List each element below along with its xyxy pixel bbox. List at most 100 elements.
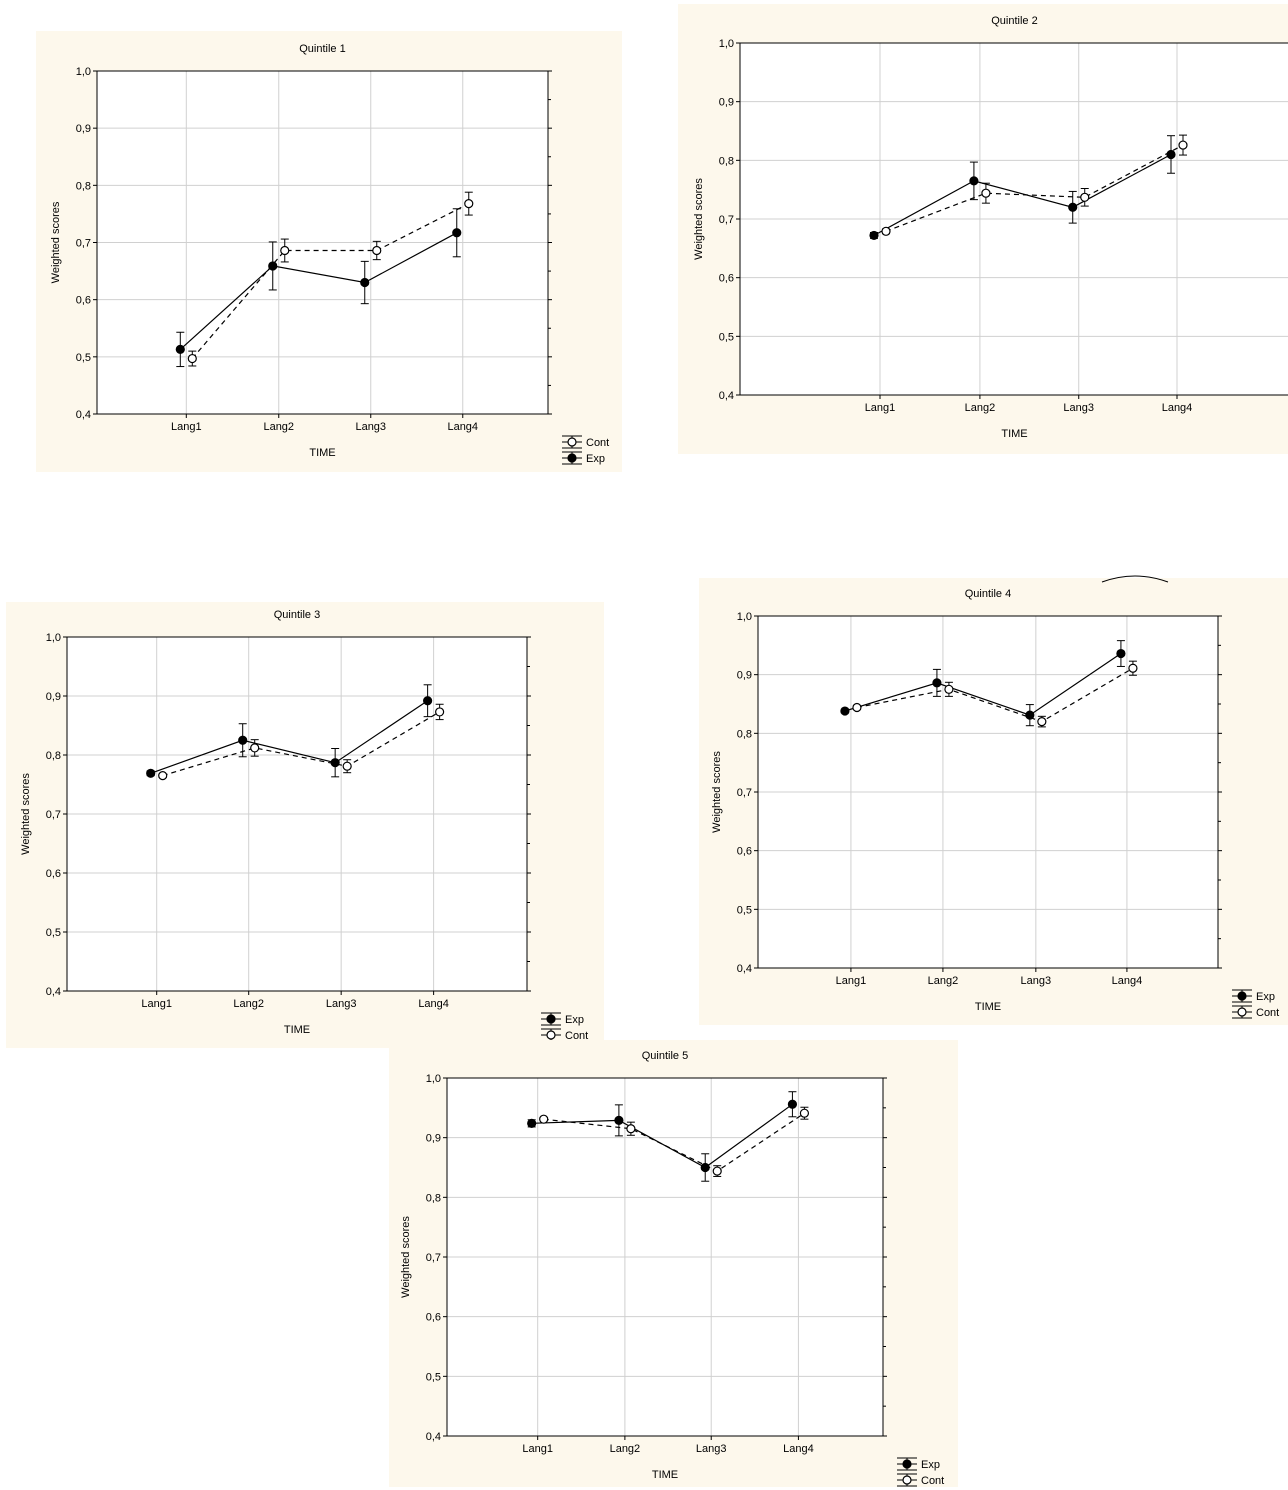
data-point-exp (175, 344, 185, 355)
chart-svg: 0,4 0,5 0,6 0,7 0,8 0,9 1,0 Lang1 Lang2 Lang3 Lang… (20, 609, 588, 1042)
y-tick-label: 0,8 (719, 155, 734, 167)
y-tick-label: 1,0 (737, 611, 752, 623)
legend-item-exp: Exp (541, 1012, 584, 1026)
legend-marker (1237, 991, 1247, 1001)
y-tick-label: 1,0 (76, 66, 91, 78)
data-point-exp (932, 678, 942, 688)
data-point-exp (238, 735, 248, 745)
x-tick-label: Lang3 (1063, 402, 1094, 414)
y-tick-label: 0,6 (76, 295, 91, 307)
legend-marker (546, 1014, 556, 1024)
data-point-cont (435, 707, 445, 717)
x-tick-label: Lang3 (696, 1443, 727, 1455)
chart-svg: 0,4 0,5 0,6 0,7 0,8 0,9 1,0 Lang1 Lang2 Lang3 Lang… (400, 1050, 944, 1487)
x-tick-label: Lang1 (865, 402, 896, 414)
y-tick-label: 0,9 (737, 670, 752, 682)
data-point-exp (1025, 710, 1035, 720)
legend-marker (567, 453, 577, 463)
x-axis-label: TIME (309, 447, 335, 459)
legend-label: Exp (921, 1459, 940, 1471)
x-tick-label: Lang4 (1112, 975, 1143, 987)
y-tick-label: 0,8 (46, 750, 61, 762)
plot-frame (96, 70, 549, 415)
legend-item-cont: Cont (1232, 1005, 1279, 1019)
data-point-cont (1128, 663, 1138, 673)
data-point-exp (614, 1115, 624, 1125)
x-tick-label: Lang1 (522, 1443, 553, 1455)
legend-label: Cont (921, 1475, 944, 1487)
y-axis-label: Weighted scores (400, 1216, 412, 1298)
series-line-cont (856, 667, 1134, 723)
series-line-cont (885, 144, 1184, 232)
chart-panel-quintile-5: 0,4 0,5 0,6 0,7 0,8 0,9 1,0 Lang1 Lang2 Lang3 Lang… (389, 1040, 958, 1487)
data-point-cont (881, 226, 891, 236)
y-tick-label: 0,7 (76, 238, 91, 250)
legend-marker (567, 437, 577, 447)
series-line-exp (873, 153, 1172, 236)
y-tick-label: 1,0 (719, 38, 734, 50)
data-point-cont (626, 1124, 636, 1134)
legend-item-exp: Exp (897, 1457, 940, 1471)
x-tick-label: Lang4 (418, 998, 449, 1010)
chart-title: Quintile 2 (991, 15, 1037, 27)
data-point-cont (981, 188, 991, 198)
y-tick-label: 0,7 (46, 809, 61, 821)
data-point-cont (250, 743, 260, 753)
y-tick-label: 0,9 (76, 123, 91, 135)
data-point-cont (539, 1114, 549, 1124)
plot-frame (446, 1077, 884, 1437)
data-point-exp (969, 176, 979, 186)
y-tick-label: 0,9 (719, 97, 734, 109)
x-axis-label: TIME (975, 1001, 1001, 1013)
series-line-exp (179, 232, 458, 350)
legend-marker (546, 1030, 556, 1040)
data-point-exp (423, 696, 433, 706)
y-axis-label: Weighted scores (50, 201, 62, 283)
x-axis-label: TIME (652, 1469, 678, 1481)
data-point-exp (1166, 149, 1176, 160)
x-tick-label: Lang1 (171, 421, 202, 433)
y-tick-label: 0,5 (426, 1371, 441, 1383)
data-point-exp (700, 1162, 710, 1173)
data-point-cont (342, 761, 352, 771)
x-tick-label: Lang2 (965, 402, 996, 414)
y-tick-label: 0,4 (46, 986, 61, 998)
data-point-cont (712, 1166, 722, 1176)
data-point-exp (268, 261, 278, 271)
data-point-cont (187, 353, 197, 364)
y-tick-label: 0,5 (76, 352, 91, 364)
series-line-cont (162, 711, 440, 777)
x-tick-label: Lang2 (610, 1443, 641, 1455)
data-point-cont (852, 702, 862, 713)
series-line-exp (844, 653, 1122, 716)
y-tick-label: 0,7 (737, 787, 752, 799)
legend-label: Exp (586, 453, 605, 465)
plot-frame (66, 636, 528, 992)
data-point-cont (799, 1108, 810, 1118)
plot-frame (757, 615, 1219, 969)
data-point-exp (869, 230, 879, 241)
legend-item-cont: Cont (562, 435, 609, 449)
y-tick-label: 0,6 (737, 846, 752, 858)
legend-marker (1237, 1007, 1247, 1017)
y-axis-label: Weighted scores (693, 178, 705, 260)
x-tick-label: Lang2 (928, 975, 959, 987)
y-tick-label: 0,8 (426, 1192, 441, 1204)
x-tick-label: Lang3 (355, 421, 386, 433)
y-tick-label: 0,5 (46, 927, 61, 939)
data-point-exp (146, 768, 156, 778)
y-tick-label: 0,5 (737, 904, 752, 916)
chart-svg: 0,4 0,5 0,6 0,7 0,8 0,9 1,0 Lang1 Lang2 Lang3 Lang… (711, 588, 1279, 1019)
legend-item-exp: Exp (1232, 989, 1275, 1003)
y-tick-label: 0,7 (426, 1252, 441, 1264)
y-tick-label: 0,8 (76, 180, 91, 192)
y-tick-label: 0,7 (719, 214, 734, 226)
data-point-cont (1080, 192, 1090, 202)
x-tick-label: Lang4 (783, 1443, 814, 1455)
chart-title: Quintile 1 (299, 43, 345, 55)
data-point-exp (452, 228, 462, 238)
data-point-cont (944, 684, 954, 694)
x-tick-label: Lang3 (1021, 975, 1052, 987)
data-point-exp (1116, 648, 1126, 659)
data-point-cont (280, 245, 290, 256)
